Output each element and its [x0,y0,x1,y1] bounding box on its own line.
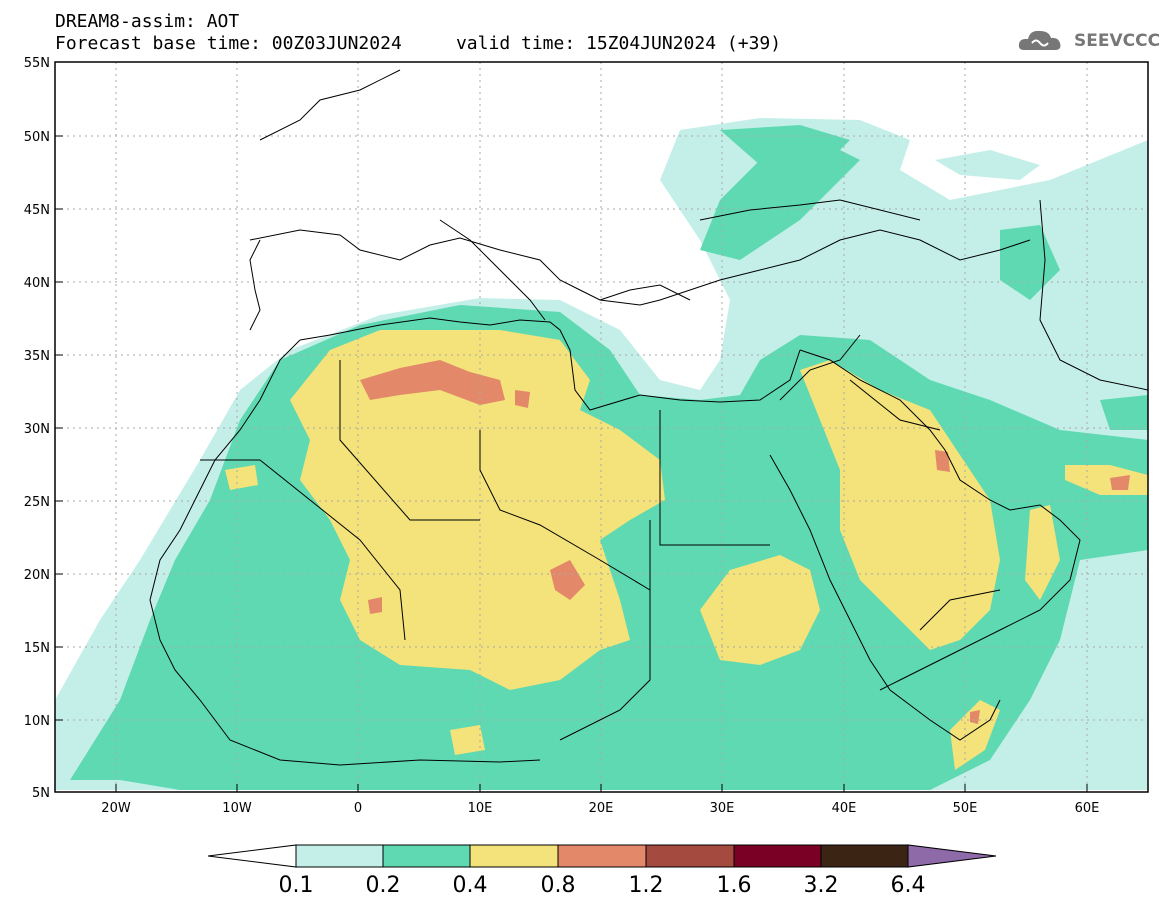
lon-label: 0 [354,801,362,816]
forecast-time-line: Forecast base time: 00Z03JUN2024 valid t… [55,33,782,54]
longitude-labels: 20W 10W 0 10E 20E 30E 40E 50E 60E [101,801,1099,816]
lon-label: 40E [832,801,857,816]
colorbar-labels: 0.1 0.2 0.4 0.8 1.2 1.6 3.2 6.4 [279,873,926,898]
lat-label: 15N [24,641,50,656]
colorbar-label: 0.4 [453,873,488,898]
colorbar-segment [295,844,384,868]
lon-label: 60E [1075,801,1100,816]
colorbar-high-arrow [907,844,997,868]
lat-label: 30N [24,422,50,437]
axis-ticks [55,61,1088,792]
lat-label: 35N [24,349,50,364]
lon-label: 20W [101,801,131,816]
lat-label: 50N [24,130,50,145]
colorbar-segment [382,844,471,868]
lon-label: 10W [222,801,252,816]
colorbar-segment [820,844,909,868]
colorbar-label: 1.6 [717,873,752,898]
lon-label: 50E [953,801,978,816]
colorbar-low-arrow [207,844,297,868]
graticule [55,62,1148,792]
lon-label: 20E [589,801,614,816]
lon-label: 10E [468,801,493,816]
lat-label: 25N [24,495,50,510]
lat-label: 10N [24,714,50,729]
colorbar-label: 0.1 [279,873,314,898]
lon-label: 30E [710,801,735,816]
colorbar [207,844,997,868]
lat-label: 45N [24,203,50,218]
colorbar-label: 0.8 [541,873,576,898]
lat-label: 55N [24,56,50,71]
aot-fields [55,62,1148,792]
colorbar-label: 0.2 [366,873,401,898]
coastlines [149,69,1148,766]
lat-label: 40N [24,276,50,291]
colorbar-label: 3.2 [804,873,839,898]
aot-band-0-4 [225,330,1148,770]
map-title: DREAM8-assim: AOT [55,11,240,32]
colorbar-label: 1.2 [629,873,664,898]
cloud-logo-icon [1018,30,1061,50]
logo-text: SEEVCCC [1074,31,1161,51]
latitude-labels: 55N 50N 45N 40N 35N 30N 25N 20N 15N 10N … [24,56,50,801]
colorbar-segment [733,844,822,868]
lat-label: 5N [32,786,50,801]
colorbar-segment [469,844,559,868]
colorbar-label: 6.4 [891,873,926,898]
colorbar-segment [557,844,647,868]
lat-label: 20N [24,568,50,583]
colorbar-segment [645,844,735,868]
aot-band-0-8 [360,360,1130,724]
